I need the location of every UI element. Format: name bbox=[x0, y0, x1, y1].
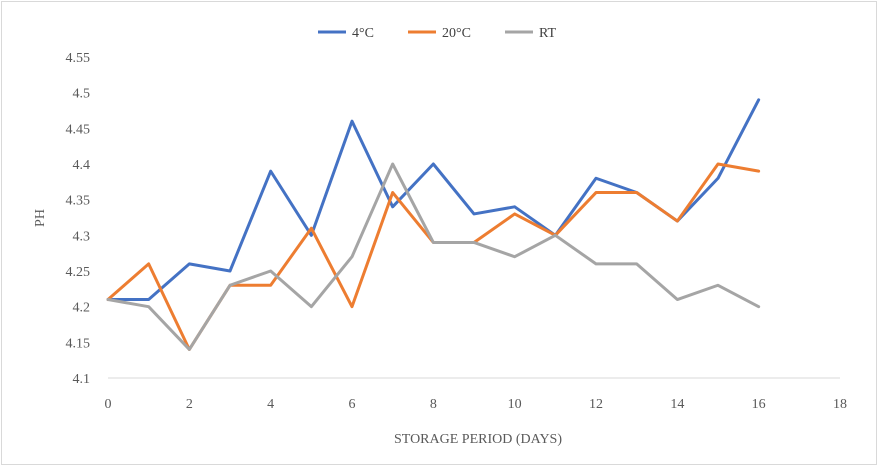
legend-item: RT bbox=[505, 26, 556, 41]
series-lines bbox=[106, 98, 761, 351]
x-axis-ticks: 0 2 4 6 8 10 12 14 16 18 bbox=[105, 397, 848, 412]
legend-item: 20°C bbox=[408, 26, 471, 41]
y-tick-label: 4.5 bbox=[73, 87, 91, 102]
x-tick-label: 6 bbox=[349, 397, 356, 412]
legend-label: 20°C bbox=[442, 26, 471, 41]
y-tick-label: 4.55 bbox=[66, 51, 91, 66]
y-tick-label: 4.25 bbox=[66, 265, 91, 280]
y-tick-label: 4.15 bbox=[66, 336, 91, 351]
x-tick-label: 4 bbox=[267, 397, 274, 412]
y-axis-ticks: 4.1 4.15 4.2 4.25 4.3 4.35 4.4 4.45 4.5 4.55 bbox=[66, 51, 91, 387]
x-tick-label: 2 bbox=[186, 397, 193, 412]
legend-item: 4°C bbox=[318, 26, 374, 41]
y-tick-label: 4.3 bbox=[73, 229, 91, 244]
y-tick-label: 4.4 bbox=[73, 158, 91, 173]
x-tick-label: 8 bbox=[430, 397, 437, 412]
legend-label: 4°C bbox=[352, 26, 374, 41]
y-tick-label: 4.2 bbox=[73, 301, 91, 316]
y-tick-label: 4.1 bbox=[73, 372, 91, 387]
series-line-2 bbox=[106, 162, 761, 351]
legend: 4°C 20°C RT bbox=[318, 26, 556, 41]
series-line-0 bbox=[106, 98, 761, 302]
y-tick-label: 4.45 bbox=[66, 122, 91, 137]
x-tick-label: 0 bbox=[105, 397, 112, 412]
y-axis-title: PH bbox=[33, 209, 48, 227]
x-tick-label: 10 bbox=[508, 397, 522, 412]
x-tick-label: 16 bbox=[752, 397, 766, 412]
y-tick-label: 4.35 bbox=[66, 194, 91, 209]
x-tick-label: 12 bbox=[589, 397, 603, 412]
legend-label: RT bbox=[539, 26, 556, 41]
x-tick-label: 14 bbox=[670, 397, 684, 412]
x-axis-title: STORAGE PERIOD (DAYS) bbox=[394, 432, 562, 447]
x-tick-label: 18 bbox=[833, 397, 847, 412]
